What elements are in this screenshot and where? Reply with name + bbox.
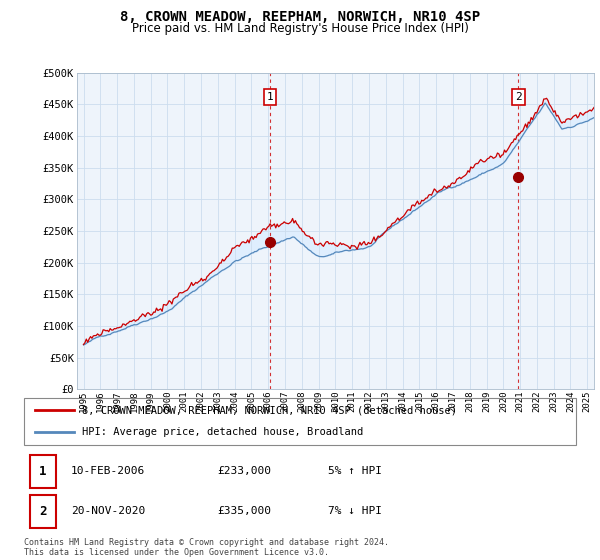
Text: 1: 1 — [39, 465, 47, 478]
Text: 2: 2 — [515, 92, 522, 102]
Text: 7% ↓ HPI: 7% ↓ HPI — [328, 506, 382, 516]
Text: £233,000: £233,000 — [217, 466, 271, 477]
Text: 5% ↑ HPI: 5% ↑ HPI — [328, 466, 382, 477]
Text: 20-NOV-2020: 20-NOV-2020 — [71, 506, 145, 516]
Bar — [29, 495, 56, 528]
Text: 1: 1 — [267, 92, 274, 102]
Text: 8, CROWN MEADOW, REEPHAM, NORWICH, NR10 4SP (detached house): 8, CROWN MEADOW, REEPHAM, NORWICH, NR10 … — [82, 405, 457, 416]
Text: HPI: Average price, detached house, Broadland: HPI: Average price, detached house, Broa… — [82, 427, 363, 437]
Bar — [29, 455, 56, 488]
Text: 8, CROWN MEADOW, REEPHAM, NORWICH, NR10 4SP: 8, CROWN MEADOW, REEPHAM, NORWICH, NR10 … — [120, 10, 480, 24]
Text: Price paid vs. HM Land Registry's House Price Index (HPI): Price paid vs. HM Land Registry's House … — [131, 22, 469, 35]
Text: £335,000: £335,000 — [217, 506, 271, 516]
Text: 10-FEB-2006: 10-FEB-2006 — [71, 466, 145, 477]
Text: 2: 2 — [39, 505, 47, 518]
Text: Contains HM Land Registry data © Crown copyright and database right 2024.
This d: Contains HM Land Registry data © Crown c… — [24, 538, 389, 557]
